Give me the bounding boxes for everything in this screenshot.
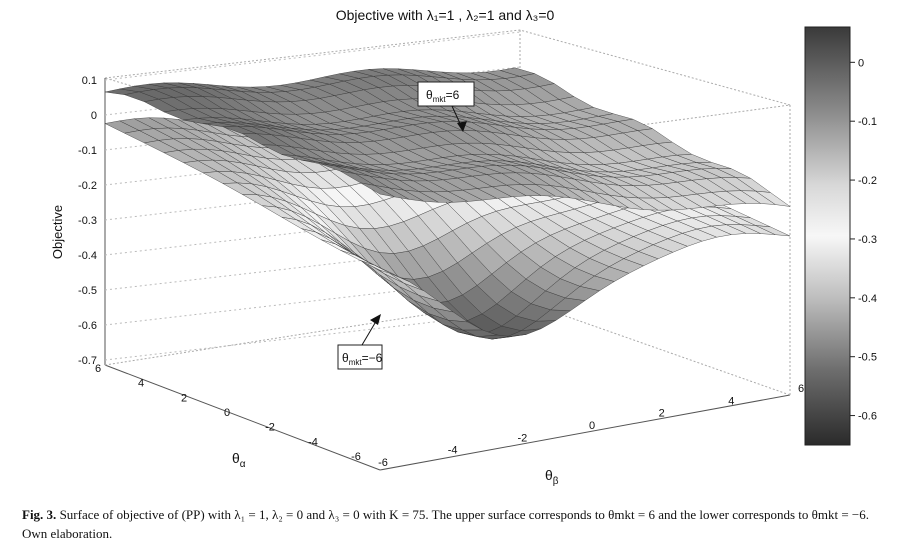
colorbar-tick-label: -0.3 bbox=[858, 234, 877, 246]
colorbar-tick-labels: 0 -0.1 -0.2 -0.3 -0.4 -0.5 -0.6 bbox=[850, 57, 877, 423]
x-tick-label: -4 bbox=[308, 436, 318, 448]
z-tick-label: -0.7 bbox=[78, 355, 97, 367]
z-tick-label: -0.6 bbox=[78, 320, 97, 332]
x-axis-label: θα bbox=[232, 450, 246, 470]
colorbar-tick-label: -0.2 bbox=[858, 175, 877, 187]
colorbar-tick-label: -0.5 bbox=[858, 352, 877, 364]
caption-label: Fig. 3. bbox=[22, 507, 57, 522]
chart-title: Objective with λ₁=1 , λ₂=1 and λ₃=0 bbox=[336, 7, 555, 23]
z-tick-label: -0.5 bbox=[78, 285, 97, 297]
z-tick-labels: 0.1 0 -0.1 -0.2 -0.3 -0.4 -0.5 -0.6 -0.7 bbox=[78, 75, 97, 367]
z-axis-label: Objective bbox=[50, 205, 65, 259]
colorbar-tick-label: -0.6 bbox=[858, 411, 877, 423]
surface-chart: Objective with λ₁=1 , λ₂=1 and λ₃=0 0.10… bbox=[50, 7, 877, 487]
figure-caption: Fig. 3. Surface of objective of (PP) wit… bbox=[22, 505, 892, 543]
z-tick-label: -0.4 bbox=[78, 250, 97, 262]
colorbar-tick-label: -0.4 bbox=[858, 293, 877, 305]
z-tick-label: -0.1 bbox=[78, 145, 97, 157]
x-tick-label: 6 bbox=[95, 363, 101, 375]
y-tick-label: 4 bbox=[728, 395, 734, 407]
y-tick-label: -2 bbox=[517, 432, 527, 444]
axes-box bbox=[104, 29, 791, 471]
y-tick-label: 0 bbox=[589, 420, 595, 432]
y-tick-label: -6 bbox=[378, 457, 388, 469]
lower-surface-patch bbox=[755, 225, 791, 237]
x-tick-labels: 6 4 2 0 -2 -4 -6 bbox=[95, 363, 361, 463]
z-tick-label: -0.3 bbox=[78, 215, 97, 227]
z-tick-label: 0 bbox=[91, 110, 97, 122]
svg-text:θmkt=6: θmkt=6 bbox=[426, 88, 460, 104]
upper-surface-patch bbox=[754, 190, 791, 207]
colorbar bbox=[804, 26, 851, 446]
x-tick-label: -2 bbox=[265, 422, 275, 434]
svg-text:θmkt=−6: θmkt=−6 bbox=[342, 351, 383, 367]
y-tick-label: 6 bbox=[798, 383, 804, 395]
y-axis-label: θβ bbox=[545, 467, 559, 487]
x-tick-label: 0 bbox=[224, 407, 230, 419]
caption-text: Surface of objective of (PP) with λ₁ = 1… bbox=[22, 507, 870, 541]
x-tick-label: -6 bbox=[351, 451, 361, 463]
colorbar-tick-label: -0.1 bbox=[858, 116, 877, 128]
z-tick-label: 0.1 bbox=[82, 75, 97, 87]
z-tick-label: -0.2 bbox=[78, 180, 97, 192]
x-tick-label: 2 bbox=[181, 392, 187, 404]
y-tick-label: -4 bbox=[448, 445, 458, 457]
y-tick-label: 2 bbox=[659, 408, 665, 420]
x-tick-label: 4 bbox=[138, 378, 144, 390]
annotation-upper: θmkt=6 bbox=[417, 81, 475, 132]
y-tick-labels: -6 -4 -2 0 2 4 6 bbox=[378, 383, 804, 469]
upper-surface bbox=[104, 67, 791, 211]
colorbar-tick-label: 0 bbox=[858, 57, 864, 69]
annotation-lower: θmkt=−6 bbox=[337, 314, 383, 370]
